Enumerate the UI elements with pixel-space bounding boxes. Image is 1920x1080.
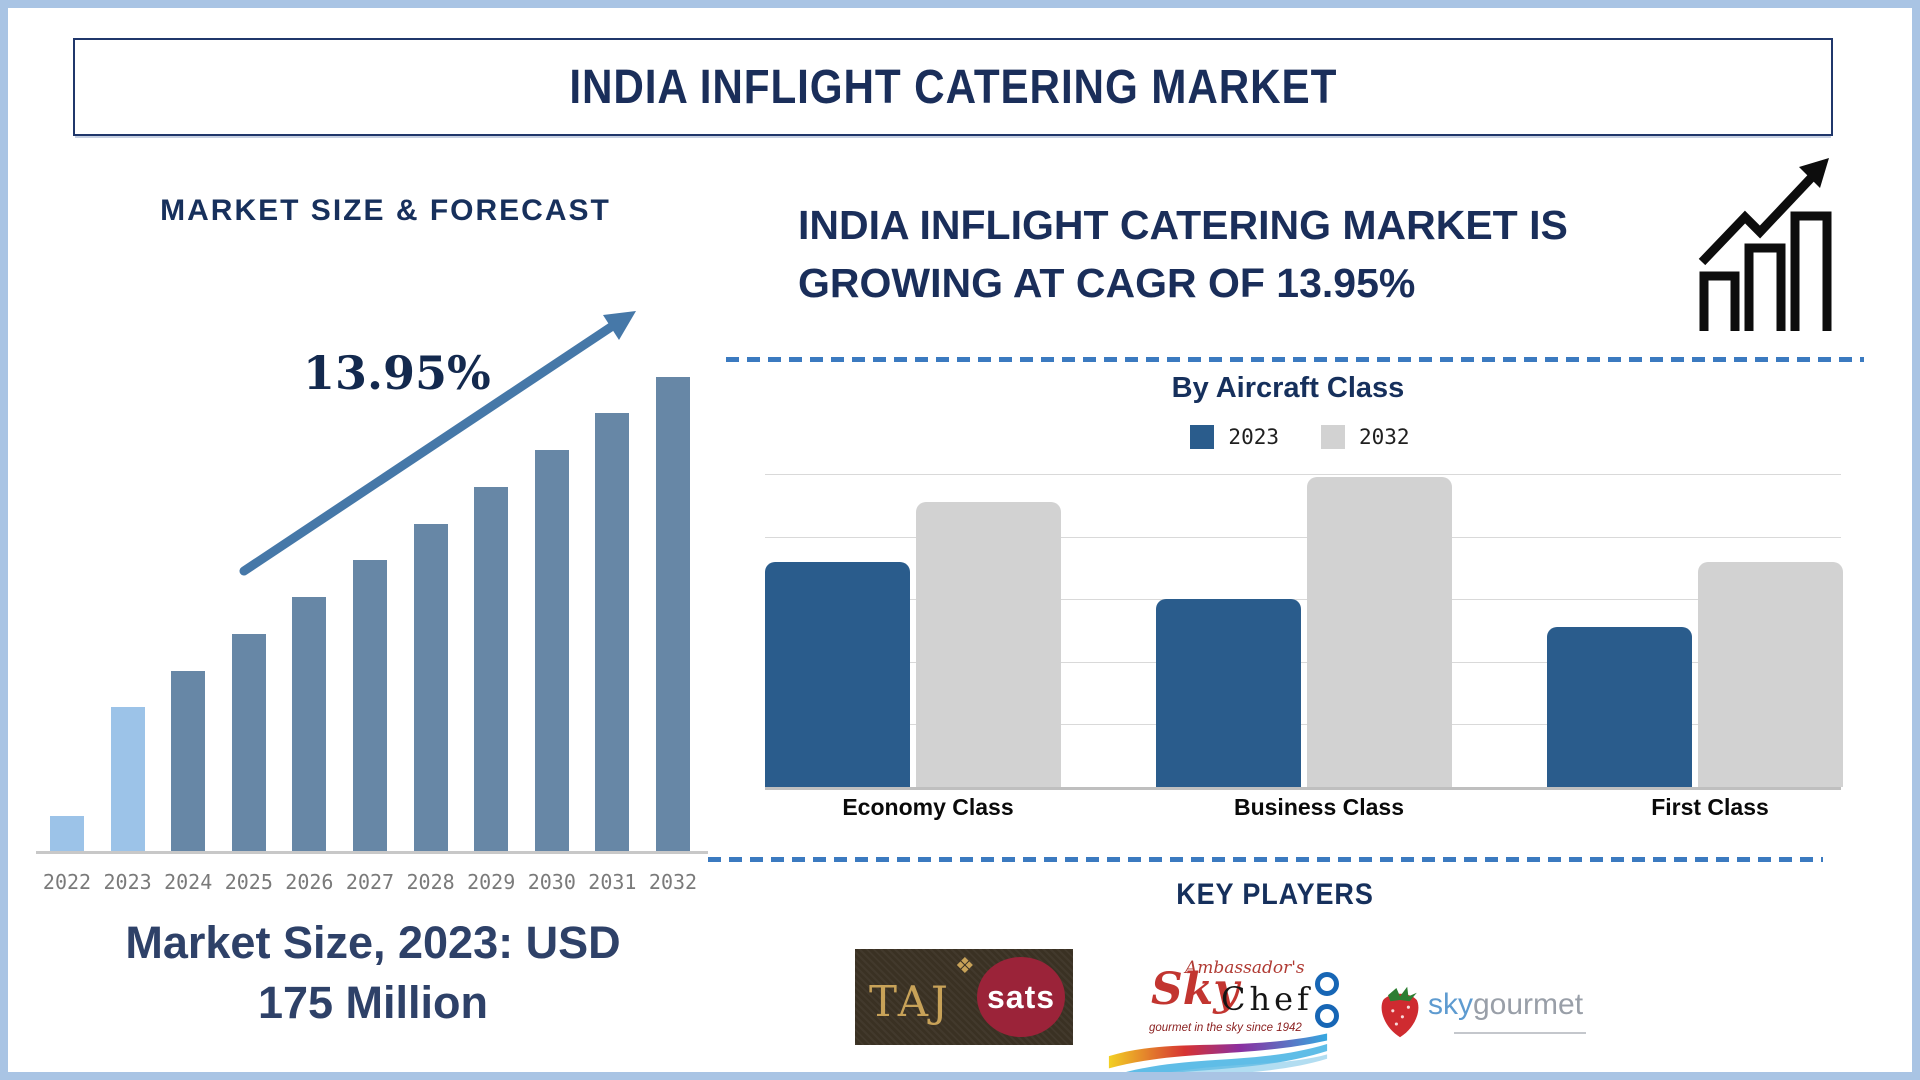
gridline: [765, 474, 1841, 475]
tajsats-sats-text: sats: [986, 978, 1056, 1015]
dashed-divider-bottom: [708, 857, 1823, 862]
tajsats-sats-badge: sats: [977, 957, 1065, 1037]
legend-label-2023: 2023: [1228, 425, 1279, 449]
year-label-2029: 2029: [467, 870, 516, 894]
year-label-2031: 2031: [588, 870, 637, 894]
aircraft-class-plot-area: [765, 474, 1843, 790]
skychef-sky-text: Sky: [1151, 964, 1239, 1015]
bar-2028: [413, 524, 448, 852]
year-label-2025: 2025: [224, 870, 273, 894]
legend-swatch-2023: [1190, 425, 1215, 449]
bar-2031: [595, 413, 630, 852]
legend-item-2023: 2023: [1190, 425, 1279, 449]
skychef-ambassadors-text: Ambassador's: [1185, 958, 1305, 978]
gridline: [765, 599, 1841, 600]
market-size-caption-line1: Market Size, 2023: USD: [125, 917, 621, 968]
category-label-business-class: Business Class: [1233, 794, 1405, 820]
year-label-2022: 2022: [42, 870, 92, 894]
growth-arrow-icon: [239, 311, 636, 576]
bar-economy-class-2023: [765, 562, 910, 787]
gridline: [765, 724, 1841, 725]
category-label-economy-class: Economy Class: [842, 794, 1014, 820]
bar-2026: [292, 597, 327, 852]
market-size-bar-chart: [50, 377, 710, 852]
year-label-2024: 2024: [164, 870, 213, 894]
tajsats-taj-text: TAJ: [869, 977, 951, 1026]
market-size-caption-line2: 175 Million: [257, 977, 489, 1028]
page-title: INDIA INFLIGHT CATERING MARKET: [569, 60, 1337, 114]
bar-2030: [534, 450, 569, 852]
aircraft-class-legend: 2023 2032: [1040, 425, 1560, 449]
bar-first-class-2023: [1547, 627, 1692, 787]
key-players-heading: KEY PLAYERS: [1176, 878, 1374, 911]
skygourmet-sky-text: sky: [1428, 988, 1473, 1021]
logo-tajsats: ❖ TAJ sats: [855, 949, 1073, 1045]
bar-business-class-2023: [1156, 599, 1301, 787]
growth-chart-icon: [1698, 158, 1832, 331]
skygourmet-wordmark: skygourmet: [1428, 988, 1583, 1022]
right-heading-line2: GROWING AT CAGR OF 13.95%: [798, 260, 1416, 306]
bar-2024: [171, 671, 206, 852]
year-label-2032: 2032: [648, 870, 698, 894]
left-chart-heading: MARKET SIZE & FORECAST: [160, 194, 611, 227]
title-banner: INDIA INFLIGHT CATERING MARKET: [73, 38, 1833, 136]
bar-2032: [656, 377, 690, 852]
skychef-chef-text: Chef: [1221, 980, 1313, 1018]
aircraft-class-category-labels: Economy Class Business Class First Class: [8, 794, 1912, 824]
bar-2025: [231, 634, 266, 852]
gridline: [765, 537, 1841, 538]
bar-2027: [353, 560, 387, 852]
skychef-tagline: gourmet in the sky since 1942: [1149, 1022, 1302, 1034]
skygourmet-gourmet-text: gourmet: [1473, 988, 1584, 1021]
category-label-first-class: First Class: [1651, 794, 1769, 820]
left-chart-axis-line: [36, 851, 708, 854]
right-section-heading: INDIA INFLIGHT CATERING MARKET IS GROWIN…: [798, 196, 1618, 312]
logo-skygourmet: skygourmet: [1376, 984, 1596, 1044]
bar-2023: [110, 707, 145, 852]
bar-2022: [50, 816, 84, 852]
legend-item-2032: 2032: [1321, 425, 1410, 449]
bar-first-class-2032: [1698, 562, 1843, 787]
year-label-2027: 2027: [345, 870, 395, 894]
dashed-divider-top: [726, 357, 1864, 362]
skygourmet-underline: [1454, 1032, 1586, 1034]
bar-business-class-2032: [1307, 477, 1452, 787]
skychef-globe-icon: [1315, 1004, 1339, 1028]
strawberry-icon: [1381, 986, 1419, 1038]
legend-label-2032: 2032: [1359, 425, 1410, 449]
year-label-2030: 2030: [527, 870, 576, 894]
skychef-globe-icon: [1315, 972, 1339, 996]
skychef-wave-graphic: [1108, 1033, 1328, 1072]
aircraft-class-chart-title: By Aircraft Class: [1171, 372, 1405, 404]
bar-2029: [474, 487, 509, 852]
gridline: [765, 662, 1841, 663]
market-size-caption: Market Size, 2023: USD 175 Million: [48, 913, 698, 1033]
logo-ambassadors-skychef: Ambassador's Sky Chef ™ gourmet in the s…: [1093, 948, 1343, 1072]
left-chart-year-labels: 2022 2023 2024 2025 2026 2027 2028 2029 2030 2031…: [37, 870, 717, 896]
year-label-2028: 2028: [406, 870, 455, 894]
tajsats-diamond-ornament-icon: ❖: [955, 953, 975, 978]
cagr-annotation: 13.95%: [303, 346, 491, 400]
year-label-2023: 2023: [103, 870, 152, 894]
legend-swatch-2032: [1321, 425, 1345, 449]
right-heading-line1: INDIA INFLIGHT CATERING MARKET IS: [798, 202, 1568, 248]
year-label-2026: 2026: [285, 870, 334, 894]
bar-economy-class-2032: [916, 502, 1061, 787]
